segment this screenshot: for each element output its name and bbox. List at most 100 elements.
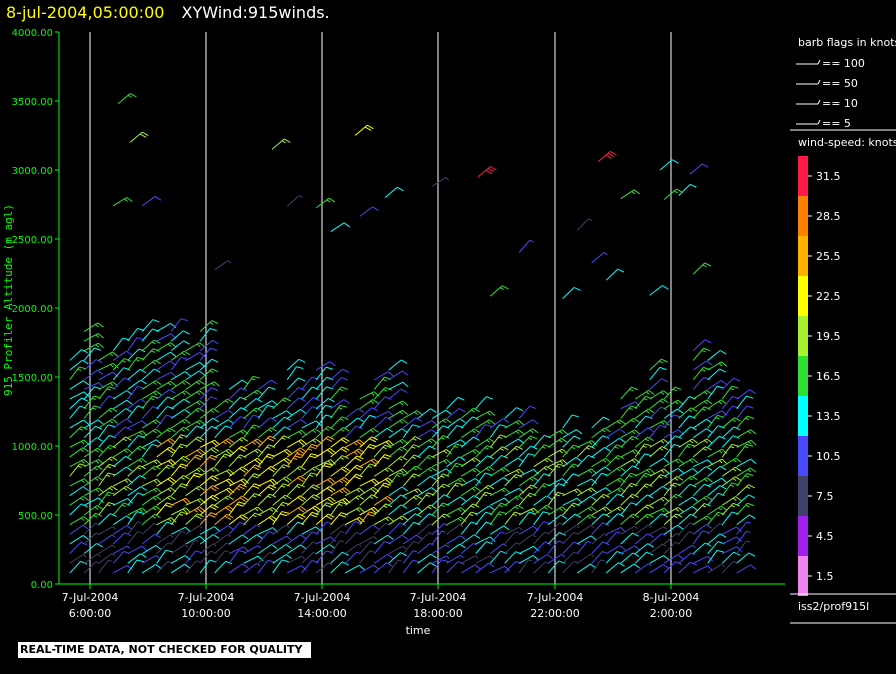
wind-barb	[83, 532, 100, 545]
wind-barb	[83, 476, 104, 487]
wind-barb	[533, 465, 553, 477]
wind-barb	[591, 472, 609, 487]
wind-barb	[170, 350, 191, 361]
wind-barb	[214, 505, 234, 516]
wind-barb	[692, 376, 711, 390]
barb-legend-label: == 10	[822, 97, 858, 110]
wind-barb	[112, 455, 132, 468]
wind-barb	[373, 522, 390, 535]
wind-barb	[504, 504, 524, 516]
wind-barb	[141, 465, 161, 477]
wind-barb	[330, 476, 351, 487]
wind-barb	[112, 350, 133, 361]
wind-barb	[504, 445, 523, 458]
wind-barb	[141, 459, 163, 468]
wind-barb	[170, 409, 191, 419]
wind-barb	[649, 563, 670, 574]
wind-barb	[475, 555, 494, 564]
wind-barb	[127, 379, 147, 390]
wind-barb	[214, 478, 235, 487]
wind-barb	[663, 444, 681, 458]
wind-barb	[199, 550, 215, 564]
wind-barb	[504, 511, 522, 525]
wind-barb	[634, 427, 655, 439]
wind-barb	[141, 513, 161, 526]
wind-barb	[156, 487, 177, 497]
wind-barb	[634, 408, 655, 419]
wind-barb	[243, 407, 263, 419]
wind-barb	[721, 502, 740, 516]
wind-barb	[634, 483, 653, 497]
wind-barb	[736, 415, 755, 429]
wind-barb	[620, 472, 638, 487]
wind-barb	[69, 560, 88, 574]
wind-barb	[98, 424, 116, 439]
wind-barb	[98, 553, 116, 564]
wind-barb	[141, 495, 162, 506]
wind-barb	[649, 420, 670, 429]
wind-barb	[301, 526, 322, 535]
wind-barb	[591, 522, 610, 535]
wind-barb	[315, 404, 333, 419]
wind-barb	[214, 513, 234, 526]
x-tick-date: 8-Jul-2004	[643, 591, 700, 604]
wind-barb	[373, 467, 394, 477]
wind-barb	[562, 541, 581, 554]
wind-barb	[518, 525, 539, 535]
wind-barb	[257, 559, 275, 574]
wind-barb	[678, 407, 698, 419]
wind-barb	[649, 543, 667, 555]
wind-barb	[417, 445, 436, 458]
barb-legend-flag	[817, 79, 821, 85]
wind-barb	[417, 542, 434, 555]
wind-barb	[663, 435, 682, 448]
wind-barb	[69, 486, 89, 497]
wind-barb	[597, 150, 617, 163]
wind-barb	[359, 414, 377, 429]
wind-barb	[301, 541, 317, 554]
x-tick-time: 14:00:00	[297, 607, 346, 620]
wind-barb	[475, 455, 494, 468]
wind-barb	[692, 438, 713, 448]
wind-barb	[489, 502, 508, 516]
wind-barb	[649, 366, 667, 381]
wind-barb	[315, 376, 334, 390]
wind-barb	[199, 467, 220, 477]
barb-legend-title: barb flags in knots	[798, 36, 896, 49]
wind-barb	[127, 420, 148, 429]
wind-barb	[98, 502, 116, 516]
wind-barb	[112, 448, 133, 458]
wind-barb	[373, 416, 393, 429]
wind-barb	[301, 505, 321, 516]
wind-barb	[141, 328, 160, 342]
wind-barb	[272, 416, 291, 429]
wind-barb	[344, 417, 364, 429]
wind-barb	[460, 486, 481, 497]
wind-barb	[576, 468, 597, 477]
wind-barb	[605, 444, 624, 458]
wind-barb	[127, 356, 145, 371]
wind-barb	[127, 398, 147, 410]
wind-barb	[736, 494, 756, 506]
speed-color-swatch	[798, 156, 808, 196]
wind-barb	[330, 501, 348, 516]
wind-barb	[286, 447, 307, 458]
wind-barb	[634, 494, 654, 506]
wind-barb	[98, 559, 113, 574]
wind-barb	[373, 386, 392, 400]
wind-barb	[388, 456, 408, 468]
wind-barb	[257, 484, 277, 497]
wind-barb	[504, 407, 523, 419]
wind-barb	[69, 397, 89, 410]
wind-barb	[692, 360, 713, 371]
wind-barb	[663, 408, 684, 419]
wind-barb	[69, 391, 90, 400]
wind-barb	[547, 553, 566, 564]
wind-barb	[634, 415, 653, 429]
x-axis-label: time	[406, 624, 431, 637]
wind-barb	[620, 482, 638, 496]
wind-barb	[634, 513, 654, 526]
wind-barb	[475, 521, 493, 535]
wind-barb	[388, 504, 408, 516]
wind-barb	[388, 545, 407, 555]
